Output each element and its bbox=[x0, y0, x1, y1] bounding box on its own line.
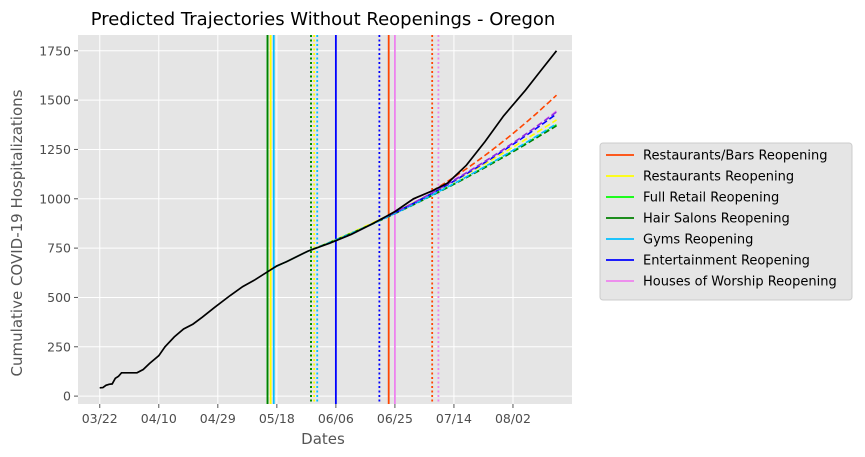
x-tick-label: 03/22 bbox=[82, 411, 118, 426]
legend-label: Restaurants/Bars Reopening bbox=[643, 149, 827, 164]
y-axis-label: Cumulative COVID-19 Hospitalizations bbox=[8, 89, 26, 376]
actual-line bbox=[99, 50, 558, 389]
y-tick-label: 1250 bbox=[39, 142, 71, 157]
reopening-markers bbox=[266, 35, 440, 404]
y-tick-label: 250 bbox=[47, 339, 71, 354]
legend: Restaurants/Bars Reopening Restaurants Re… bbox=[599, 142, 853, 301]
x-tick-label: 04/29 bbox=[200, 411, 236, 426]
y-tick-label: 1750 bbox=[39, 43, 71, 58]
x-tick-label: 05/18 bbox=[259, 411, 295, 426]
legend-label: Restaurants Reopening bbox=[643, 170, 794, 185]
plot-area bbox=[78, 35, 572, 404]
x-axis-label: Dates bbox=[301, 430, 345, 448]
projection-line bbox=[382, 111, 557, 220]
y-tick-label: 500 bbox=[47, 290, 71, 305]
y-tick-label: 750 bbox=[47, 241, 71, 256]
x-tick-label: 06/06 bbox=[318, 411, 354, 426]
x-tick-label: 07/14 bbox=[436, 411, 472, 426]
x-axis-ticks: 03/22 04/10 04/29 05/18 06/06 06/25 07/14 08/02 bbox=[82, 404, 531, 426]
y-tick-label: 0 bbox=[63, 389, 71, 404]
legend-box bbox=[599, 142, 853, 301]
projection-line bbox=[313, 119, 557, 250]
x-tick-label: 06/25 bbox=[377, 411, 413, 426]
legend-label: Entertainment Reopening bbox=[643, 254, 810, 269]
y-axis-ticks: 0 250 500 750 1000 1250 1500 1750 bbox=[39, 43, 78, 404]
chart-title: Predicted Trajectories Without Reopening… bbox=[91, 9, 556, 30]
projection-line bbox=[316, 123, 557, 249]
projection-line bbox=[310, 125, 557, 251]
legend-label: Houses of Worship Reopening bbox=[643, 275, 837, 290]
projection-line bbox=[431, 94, 558, 192]
legend-label: Full Retail Reopening bbox=[643, 191, 779, 206]
legend-label: Hair Salons Reopening bbox=[643, 212, 790, 227]
x-tick-label: 08/02 bbox=[495, 411, 531, 426]
actual-hospitalizations-line bbox=[99, 50, 558, 389]
y-tick-label: 1000 bbox=[39, 191, 71, 206]
x-tick-label: 04/10 bbox=[141, 411, 177, 426]
y-tick-label: 1500 bbox=[39, 93, 71, 108]
legend-label: Gyms Reopening bbox=[643, 233, 753, 248]
